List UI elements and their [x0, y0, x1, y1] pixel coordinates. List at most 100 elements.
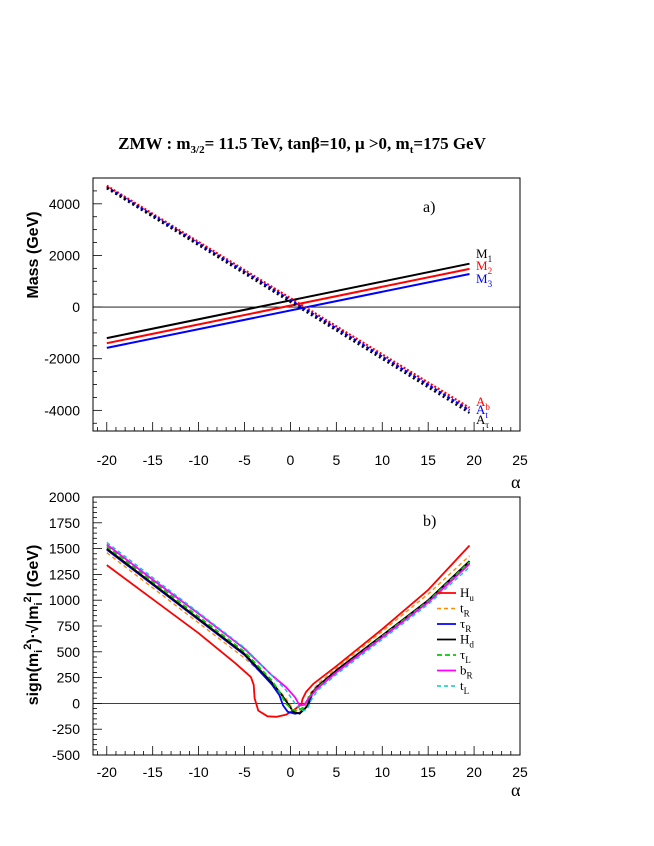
y-tick-label: 2000 — [49, 489, 80, 505]
y-tick-label: 0 — [72, 299, 80, 315]
series-label: At — [476, 402, 488, 420]
y-tick-label: 2000 — [49, 247, 80, 263]
series-label-base: A — [476, 412, 486, 427]
y-tick-label: -2000 — [44, 351, 80, 367]
series-line-Ab — [106, 184, 471, 409]
series-line-Hd — [106, 547, 471, 715]
y-tick-label: -250 — [52, 721, 80, 737]
series-label: Ab — [476, 394, 490, 412]
x-tick-label: 5 — [332, 764, 340, 780]
y-axis-label-part: sign(m — [25, 653, 42, 705]
legend-label: bR — [460, 663, 474, 681]
legend-label-sub: L — [464, 686, 470, 696]
legend-label-sub: R — [465, 624, 472, 634]
plot-frame — [92, 496, 521, 756]
series-label-base: A — [476, 394, 486, 409]
y-tick-label: 1500 — [49, 541, 80, 557]
y-axis-label-part: 2 — [22, 644, 34, 650]
series-label-base: M — [476, 258, 488, 273]
x-tick-label: -10 — [188, 452, 208, 468]
series-label: M1 — [476, 246, 492, 264]
title-beta: β — [311, 134, 320, 153]
x-tick-label: -15 — [143, 452, 163, 468]
chart-panel-a: -20 -15 -10 -5 0 5 10 15 20 25 -4000 -2000 0 2000 4000… — [25, 177, 528, 492]
y-tick-label: -500 — [52, 747, 80, 763]
title-prefix: ZMW : m — [118, 134, 190, 153]
series-label-base: M — [476, 271, 488, 286]
x-tick-label: -20 — [97, 764, 117, 780]
y-axis-label: sign(mi2)·√|mi2| (GeV) — [22, 545, 45, 706]
series-line-M1 — [106, 262, 470, 340]
x-tick-label: 10 — [374, 452, 390, 468]
legend-label: tR — [460, 601, 471, 619]
y-tick-label: 0 — [72, 695, 80, 711]
legend-label-base: τ — [460, 616, 465, 631]
legend-label-base: τ — [460, 647, 465, 662]
panel-label: a) — [423, 199, 435, 216]
x-tick-label: 5 — [332, 452, 340, 468]
legend-label-sub: R — [464, 609, 471, 619]
legend-label: Hu — [460, 585, 474, 603]
series-label-sub: 1 — [488, 254, 493, 264]
y-tick-label: 500 — [57, 644, 81, 660]
legend-label-sub: u — [469, 593, 474, 603]
panel-label: b) — [423, 513, 436, 530]
y-tick-label: 250 — [57, 670, 81, 686]
series-label: M3 — [476, 271, 493, 289]
legend-label-sub: d — [469, 640, 474, 650]
series-line-M3 — [106, 273, 470, 349]
series-label-sub: τ — [485, 420, 489, 430]
legend-label-base: H — [460, 632, 469, 647]
y-axis-label-part: )·√|m — [25, 606, 42, 644]
legend-label: tL — [460, 678, 470, 696]
y-tick-label: -4000 — [44, 402, 80, 418]
x-tick-label: 0 — [287, 764, 295, 780]
y-tick-label: 1000 — [49, 592, 80, 608]
x-tick-label: 20 — [466, 764, 482, 780]
y-axis-label-part: i — [33, 602, 45, 605]
series-line-tR — [106, 552, 470, 713]
legend-label-base: b — [460, 663, 467, 678]
x-tick-label: 15 — [420, 452, 436, 468]
series-line-bR — [106, 543, 471, 707]
y-tick-label: 4000 — [49, 196, 80, 212]
series-label-sub: 2 — [488, 266, 493, 276]
chart-title: ZMW : m3/2= 11.5 TeV, tanβ=10, μ >0, mt=… — [118, 134, 486, 156]
series-line-M2 — [106, 267, 470, 345]
plot-frame — [92, 177, 521, 432]
title-after-m: = 11.5 TeV, tan — [205, 134, 312, 153]
title-tail: =175 GeV — [413, 134, 486, 153]
legend-label: τR — [460, 616, 472, 634]
legend-label-base: t — [460, 601, 464, 616]
x-tick-label: -20 — [97, 452, 117, 468]
x-tick-label: 25 — [512, 764, 528, 780]
x-tick-label: -15 — [143, 764, 163, 780]
x-tick-label: 0 — [287, 452, 295, 468]
x-tick-label: 20 — [466, 452, 482, 468]
x-tick-label: 10 — [374, 764, 390, 780]
legend-label: Hd — [460, 632, 474, 650]
title-after-beta: =10, — [320, 134, 355, 153]
title-mu: μ — [355, 134, 365, 153]
series-line-Hu — [106, 544, 471, 718]
y-axis-label-part: | (GeV) — [25, 545, 42, 597]
legend-label-base: H — [460, 585, 469, 600]
series-label-sub: 3 — [488, 279, 493, 289]
series-line-Aτ — [106, 187, 471, 414]
y-tick-label: 1250 — [49, 566, 80, 582]
y-axis-label: Mass (GeV) — [25, 211, 42, 298]
x-tick-label: -5 — [238, 764, 251, 780]
series-label-base: A — [476, 402, 486, 417]
title-after-mu: >0, m — [365, 134, 410, 153]
x-tick-label: -5 — [238, 452, 251, 468]
series-label-sub: b — [485, 402, 490, 412]
legend-label-sub: L — [465, 655, 471, 665]
y-axis-label-part: 2 — [22, 596, 34, 602]
series-line-τL — [106, 545, 471, 712]
y-tick-label: 1750 — [49, 515, 80, 531]
x-axis-label: α — [511, 780, 521, 800]
y-tick-label: 750 — [57, 618, 81, 634]
legend-label-sub: R — [467, 671, 474, 681]
series-label-sub: t — [485, 410, 488, 420]
